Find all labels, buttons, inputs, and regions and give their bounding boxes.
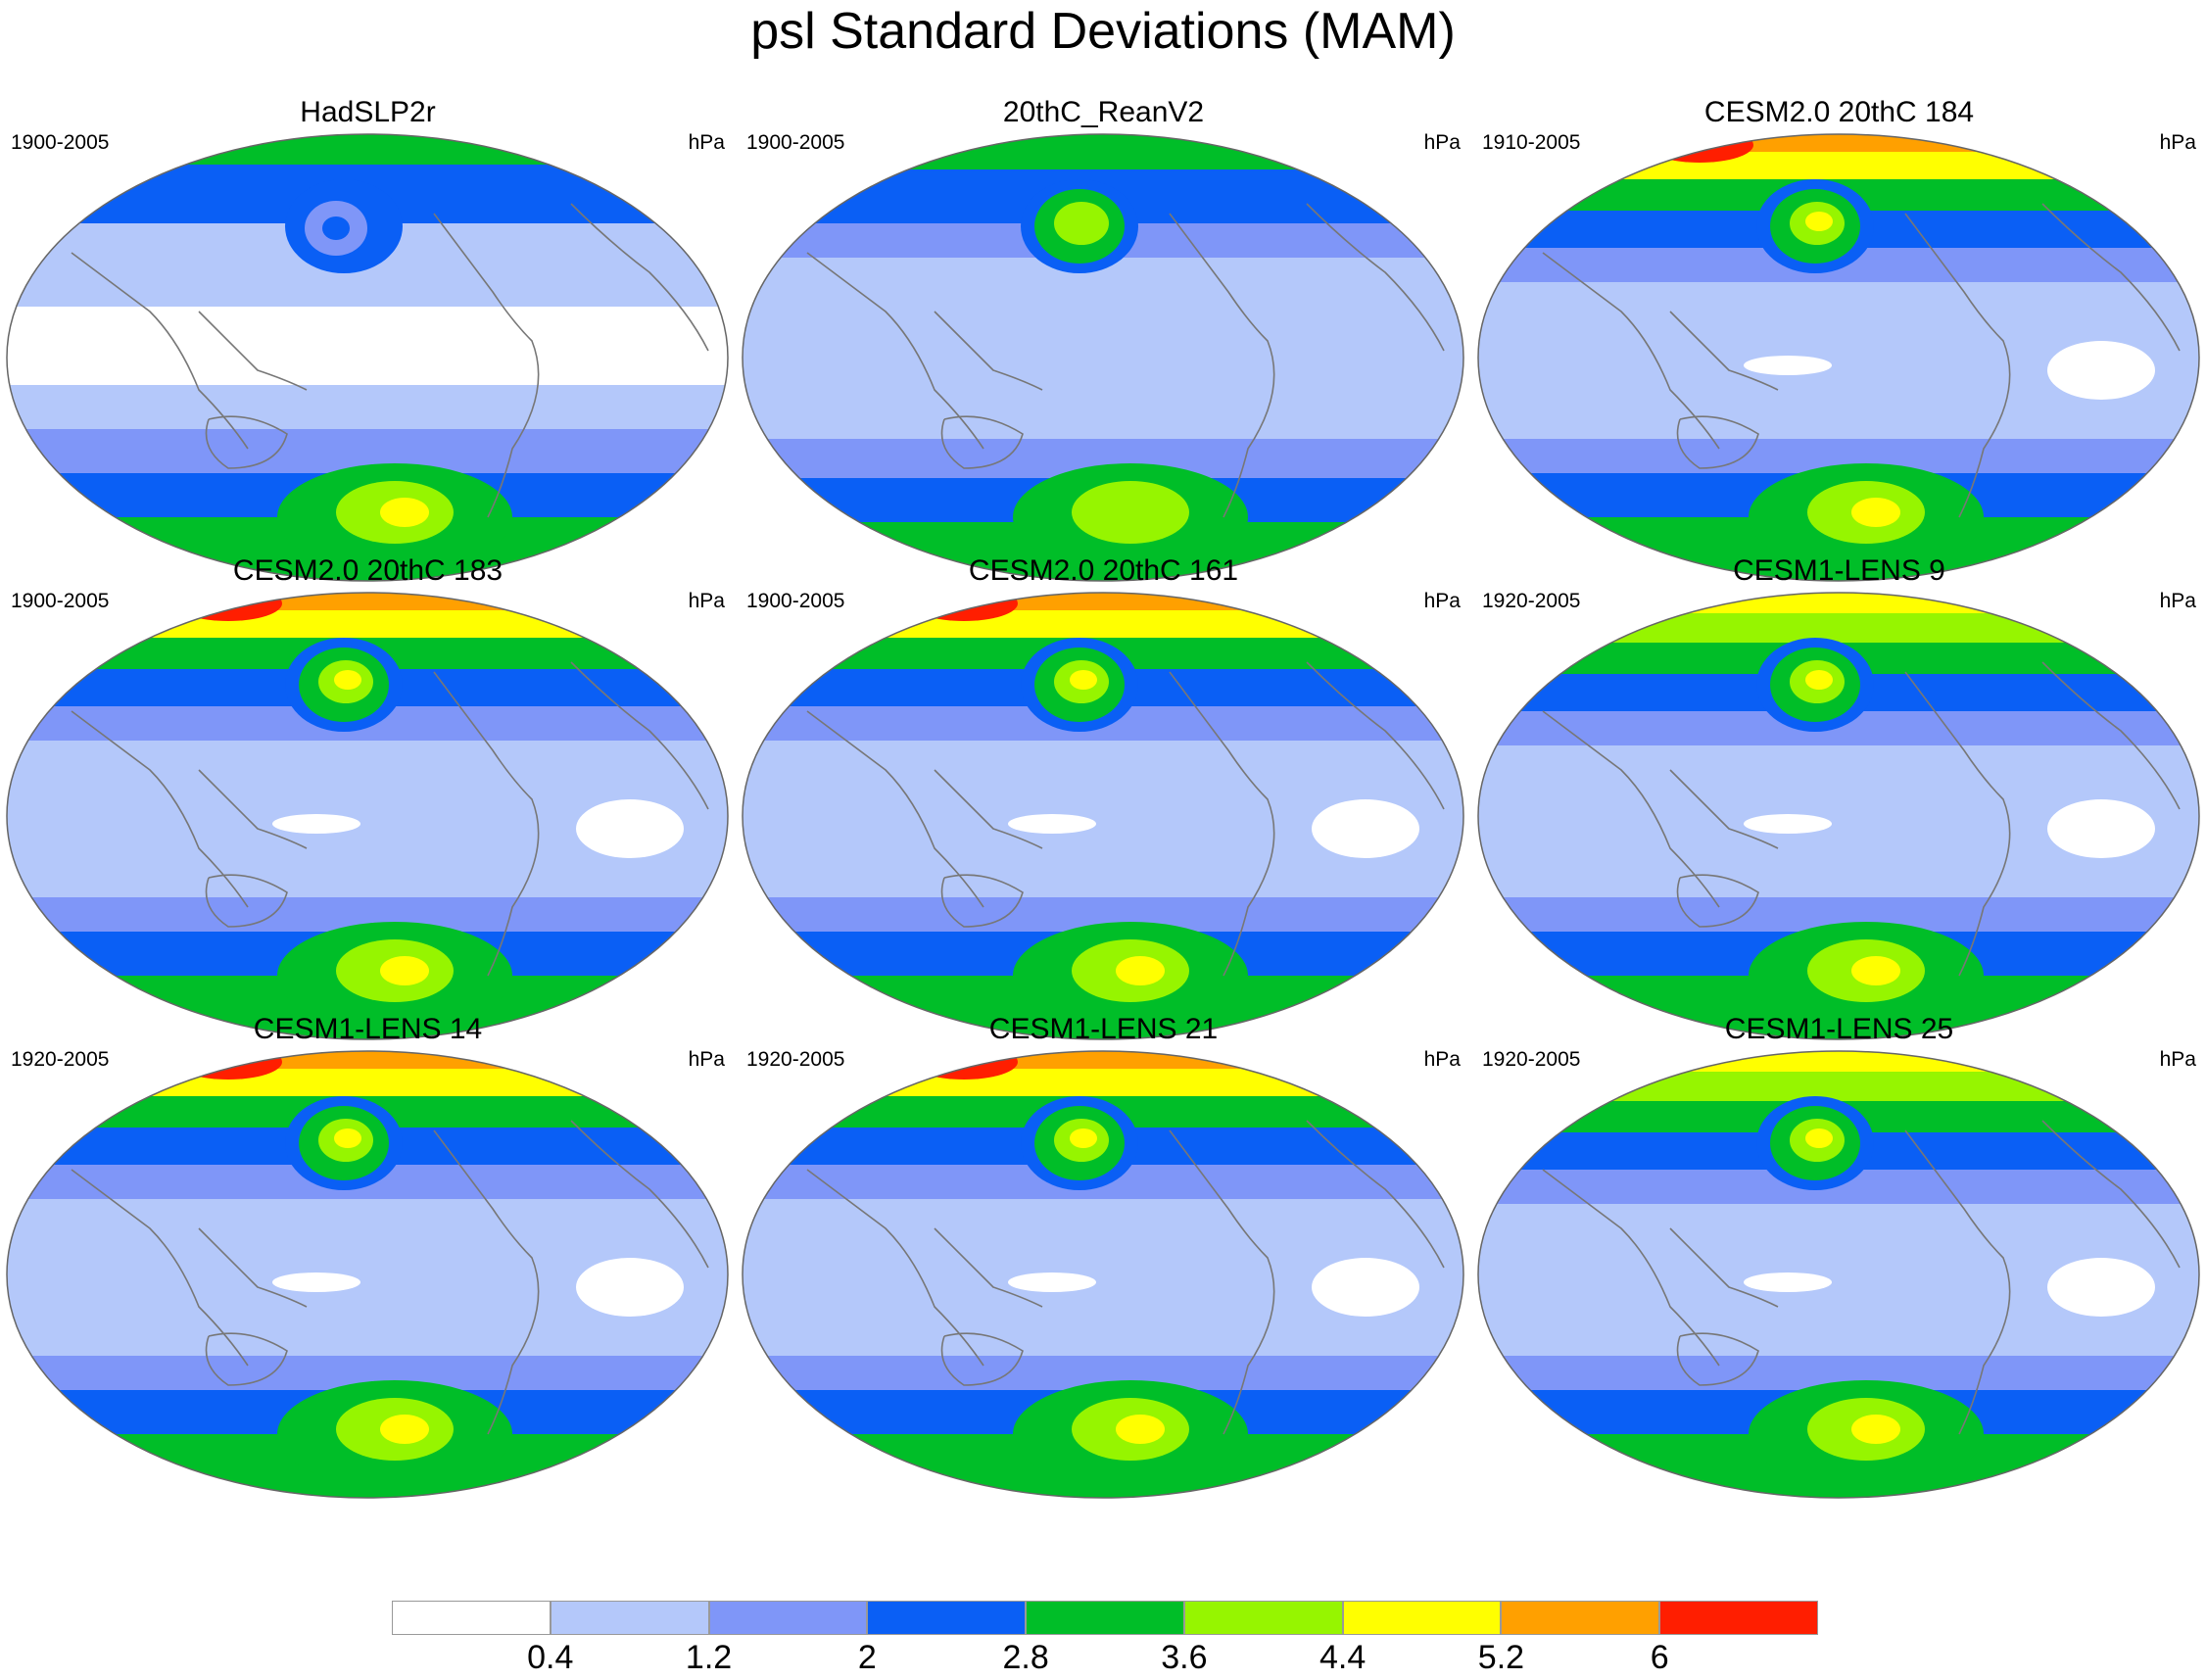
map-panel: CESM1-LENS 25 1920-2005 hPa [1474,1013,2204,1503]
map-projection [742,592,1464,1040]
colorbar-label: 6 [1650,1639,1669,1676]
map-projection [742,1050,1464,1499]
map-projection [1477,592,2200,1040]
map-panel: 20thC_ReanV2 1900-2005 hPa [739,96,1468,586]
map-panel: CESM2.0 20thC 183 1900-2005 hPa [3,554,733,1044]
colorbar-swatch [1342,1601,1502,1635]
colorbar-label: 2.8 [1002,1639,1049,1676]
colorbar-label: 4.4 [1319,1639,1367,1676]
panel-units: hPa [688,590,725,612]
map-panel: CESM1-LENS 21 1920-2005 hPa [739,1013,1468,1503]
map-panel: CESM2.0 20thC 161 1900-2005 hPa [739,554,1468,1044]
panel-period: 1900-2005 [11,590,110,612]
colorbar [392,1601,1818,1635]
map-panel: CESM1-LENS 9 1920-2005 hPa [1474,554,2204,1044]
panel-units: hPa [688,1048,725,1071]
map-projection [1477,1050,2200,1499]
panel-title: CESM2.0 20thC 183 [232,554,504,587]
panel-title: CESM2.0 20thC 161 [968,554,1239,587]
figure-title: psl Standard Deviations (MAM) [750,3,1456,60]
map-panel: CESM1-LENS 14 1920-2005 hPa [3,1013,733,1503]
panel-units: hPa [1423,131,1461,154]
panel-units: hPa [2159,131,2196,154]
panel-units: hPa [2159,590,2196,612]
panel-title: CESM1-LENS 9 [1733,554,1945,587]
colorbar-swatch [1659,1601,1818,1635]
map-projection [6,1050,729,1499]
panel-title: CESM1-LENS 21 [988,1013,1219,1045]
panel-title: CESM1-LENS 25 [1724,1013,1954,1045]
colorbar-swatch [867,1601,1027,1635]
colorbar-label: 5.2 [1477,1639,1525,1676]
colorbar-label: 1.2 [685,1639,733,1676]
panel-period: 1900-2005 [746,131,845,154]
colorbar-swatch [392,1601,551,1635]
colorbar-label: 0.4 [527,1639,574,1676]
colorbar-swatch [1026,1601,1184,1635]
map-projection [6,592,729,1040]
panel-units: hPa [1423,590,1461,612]
panel-title: CESM1-LENS 14 [253,1013,483,1045]
map-projection [742,133,1464,582]
colorbar-label: 2 [857,1639,877,1676]
map-projection [6,133,729,582]
map-projection [1477,133,2200,582]
panel-period: 1900-2005 [11,131,110,154]
panel-period: 1920-2005 [1482,590,1581,612]
colorbar-swatch [1183,1601,1343,1635]
panel-period: 1920-2005 [746,1048,845,1071]
panel-units: hPa [688,131,725,154]
colorbar-label: 3.6 [1161,1639,1208,1676]
panel-period: 1920-2005 [11,1048,110,1071]
panel-title: HadSLP2r [300,96,436,128]
panel-units: hPa [1423,1048,1461,1071]
colorbar-swatch [1501,1601,1660,1635]
panel-period: 1920-2005 [1482,1048,1581,1071]
panel-period: 1900-2005 [746,590,845,612]
colorbar-swatch [708,1601,868,1635]
panel-title: 20thC_ReanV2 [1002,96,1205,128]
panel-title: CESM2.0 20thC 184 [1703,96,1975,128]
panel-units: hPa [2159,1048,2196,1071]
map-panel: HadSLP2r 1900-2005 hPa [3,96,733,586]
panel-period: 1910-2005 [1482,131,1581,154]
colorbar-swatch [550,1601,709,1635]
map-panel: CESM2.0 20thC 184 1910-2005 hPa [1474,96,2204,586]
